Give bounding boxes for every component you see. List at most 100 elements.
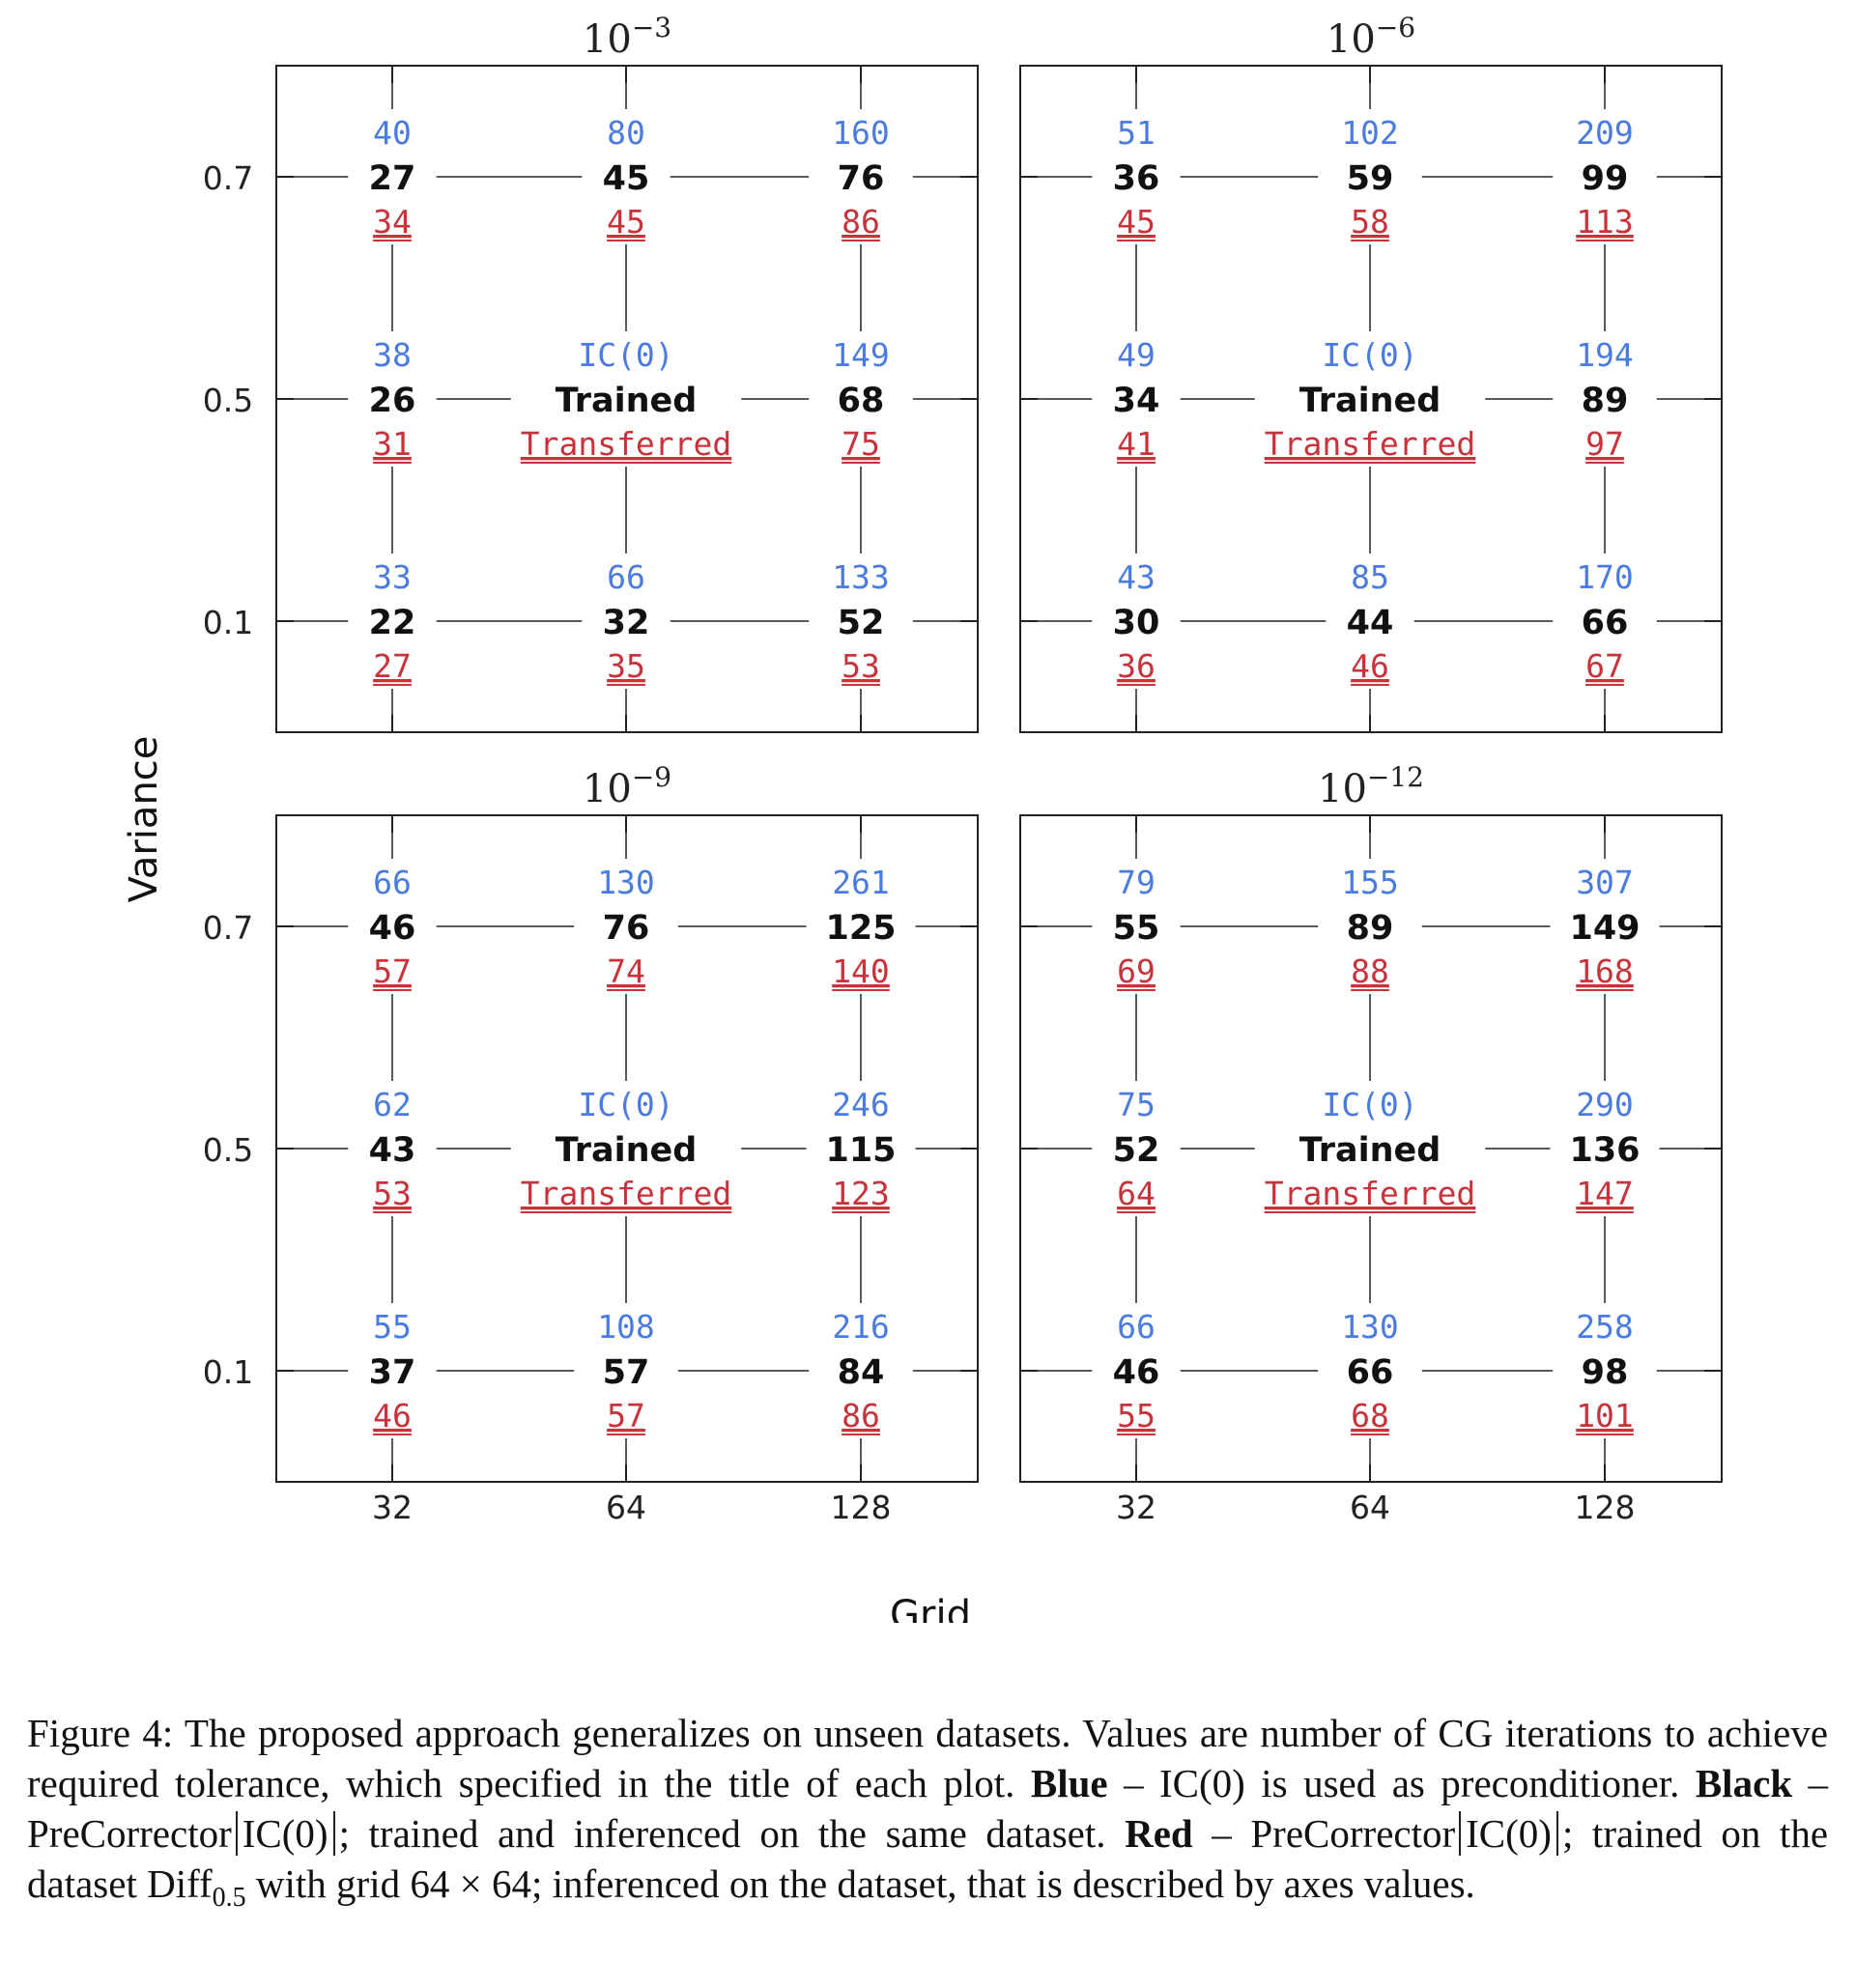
cell-value-transferred: 31 bbox=[373, 425, 412, 463]
cell-value-transferred: 35 bbox=[607, 647, 645, 685]
panels-layer: 10−34027348045451607686382631IC(0)Traine… bbox=[203, 12, 1723, 1526]
cell-value-ic0: 170 bbox=[1576, 558, 1634, 596]
cell-value-ic0: 38 bbox=[373, 336, 412, 374]
cell-value-trained: 36 bbox=[1113, 159, 1160, 198]
cell-value-ic0: 261 bbox=[832, 864, 890, 901]
caption-text-6: ; trained on the dataset Diff bbox=[27, 1811, 1829, 1906]
cell-value-trained: 37 bbox=[369, 1353, 416, 1392]
panel-title-exponent: −12 bbox=[1367, 761, 1424, 793]
x-tick-label: 64 bbox=[606, 1489, 646, 1526]
caption-red-label: Red bbox=[1125, 1811, 1193, 1856]
cell-value-transferred: 53 bbox=[842, 647, 880, 685]
cell-value-ic0: 33 bbox=[373, 558, 412, 596]
cell-value-trained: 32 bbox=[603, 604, 650, 642]
panel-title-exponent: −6 bbox=[1376, 12, 1415, 43]
y-tick-label: 0.1 bbox=[203, 1353, 253, 1391]
cell-value-trained: 43 bbox=[369, 1131, 416, 1170]
cell-value-trained: 55 bbox=[1113, 909, 1160, 948]
cell-value-transferred: 101 bbox=[1576, 1397, 1634, 1434]
cell-value-transferred: 57 bbox=[607, 1397, 645, 1434]
cell-value-trained: 99 bbox=[1582, 159, 1629, 198]
cell-value-transferred: 34 bbox=[373, 203, 412, 241]
x-tick-label: 64 bbox=[1350, 1489, 1390, 1526]
x-tick-label: 32 bbox=[372, 1489, 413, 1526]
x-tick-label: 128 bbox=[1575, 1489, 1636, 1526]
cell-value-trained: 52 bbox=[838, 604, 885, 642]
cell-value-trained: 45 bbox=[603, 159, 650, 198]
panel-title-base: 10 bbox=[583, 17, 632, 62]
cell-value-trained: 66 bbox=[1347, 1353, 1394, 1392]
cell-value-ic0: 307 bbox=[1576, 864, 1634, 901]
caption-ic0-bracket-a: IC(0) bbox=[235, 1811, 335, 1856]
cell-value-trained: 44 bbox=[1347, 604, 1394, 642]
cell-value-trained: 66 bbox=[1582, 604, 1629, 642]
legend-trained-label: Trained bbox=[1299, 382, 1441, 420]
x-axis-label: Grid bbox=[890, 1593, 971, 1623]
cell-value-trained: 59 bbox=[1347, 159, 1394, 198]
cell-value-trained: 27 bbox=[369, 159, 416, 198]
cell-value-trained: 98 bbox=[1582, 1353, 1629, 1392]
cell-value-transferred: 27 bbox=[373, 647, 412, 685]
cell-value-ic0: 108 bbox=[597, 1308, 655, 1346]
cell-value-transferred: 45 bbox=[1117, 203, 1156, 241]
legend-transferred-label: Transferred bbox=[1265, 1175, 1476, 1212]
cell-value-transferred: 69 bbox=[1117, 952, 1156, 990]
cell-value-trained: 149 bbox=[1569, 909, 1640, 948]
cell-value-trained: 76 bbox=[603, 909, 650, 948]
cell-value-trained: 68 bbox=[838, 382, 885, 420]
legend-trained-label: Trained bbox=[556, 1131, 698, 1170]
panel-title-base: 10 bbox=[1327, 17, 1376, 62]
y-axis-label: Variance bbox=[122, 736, 166, 903]
cell-value-ic0: 40 bbox=[373, 114, 412, 152]
panel: 10−3 40 27 34 80 45 45 160 76 86 38 26 31 IC(0) Traine… bbox=[203, 12, 979, 733]
cell-value-ic0: 51 bbox=[1117, 114, 1156, 152]
cell-value-trained: 89 bbox=[1347, 909, 1394, 948]
cell-value-ic0: 49 bbox=[1117, 336, 1156, 374]
cell-value-ic0: 133 bbox=[832, 558, 890, 596]
cell-value-ic0: 80 bbox=[607, 114, 645, 152]
cell-value-trained: 57 bbox=[603, 1353, 650, 1392]
cell-value-ic0: 62 bbox=[373, 1086, 412, 1123]
legend-ic0-label: IC(0) bbox=[578, 336, 673, 374]
panel-title-exponent: −3 bbox=[632, 12, 671, 43]
cell-value-ic0: 43 bbox=[1117, 558, 1156, 596]
cell-value-transferred: 88 bbox=[1351, 952, 1389, 990]
cell-value-ic0: 149 bbox=[832, 336, 890, 374]
caption-text-2: – IC(0) is used as preconditioner. bbox=[1124, 1761, 1680, 1805]
y-tick-label: 0.1 bbox=[203, 604, 253, 641]
cell-value-transferred: 58 bbox=[1351, 203, 1389, 241]
cell-value-ic0: 258 bbox=[1576, 1308, 1634, 1346]
x-tick-label: 128 bbox=[831, 1489, 892, 1526]
cell-value-ic0: 155 bbox=[1341, 864, 1399, 901]
y-tick-label: 0.5 bbox=[203, 1131, 253, 1169]
cell-value-transferred: 64 bbox=[1117, 1175, 1156, 1212]
cell-value-trained: 34 bbox=[1113, 382, 1160, 420]
figure-caption: Figure 4: The proposed approach generali… bbox=[27, 1708, 1829, 1912]
cell-value-transferred: 75 bbox=[842, 425, 880, 463]
y-tick-label: 0.7 bbox=[203, 159, 253, 197]
cell-value-transferred: 113 bbox=[1576, 203, 1634, 241]
cell-value-transferred: 46 bbox=[1351, 647, 1389, 685]
cell-value-ic0: 216 bbox=[832, 1308, 890, 1346]
cell-value-transferred: 53 bbox=[373, 1175, 412, 1212]
panel-title-exponent: −9 bbox=[632, 761, 671, 793]
cell-value-ic0: 55 bbox=[373, 1308, 412, 1346]
x-tick-label: 32 bbox=[1116, 1489, 1156, 1526]
cell-value-ic0: 194 bbox=[1576, 336, 1634, 374]
panel-title: 10−9 bbox=[583, 761, 671, 811]
legend-ic0-label: IC(0) bbox=[1322, 1086, 1417, 1123]
cell-value-transferred: 41 bbox=[1117, 425, 1156, 463]
cell-value-ic0: 209 bbox=[1576, 114, 1634, 152]
panel-title-base: 10 bbox=[1318, 767, 1367, 811]
cell-value-trained: 22 bbox=[369, 604, 416, 642]
cell-value-transferred: 97 bbox=[1585, 425, 1624, 463]
y-tick-label: 0.5 bbox=[203, 382, 253, 419]
cell-value-transferred: 74 bbox=[607, 952, 645, 990]
caption-black-label: Black bbox=[1695, 1761, 1793, 1805]
caption-blue-label: Blue bbox=[1030, 1761, 1108, 1805]
panel: 10−12 79 55 69 155 89 88 307 149 168 75 52 64 IC(0) Tr… bbox=[1019, 761, 1723, 1526]
caption-prefix: Figure 4: bbox=[27, 1711, 174, 1755]
cell-value-transferred: 86 bbox=[842, 203, 880, 241]
cell-value-transferred: 55 bbox=[1117, 1397, 1156, 1434]
cell-value-trained: 52 bbox=[1113, 1131, 1160, 1170]
